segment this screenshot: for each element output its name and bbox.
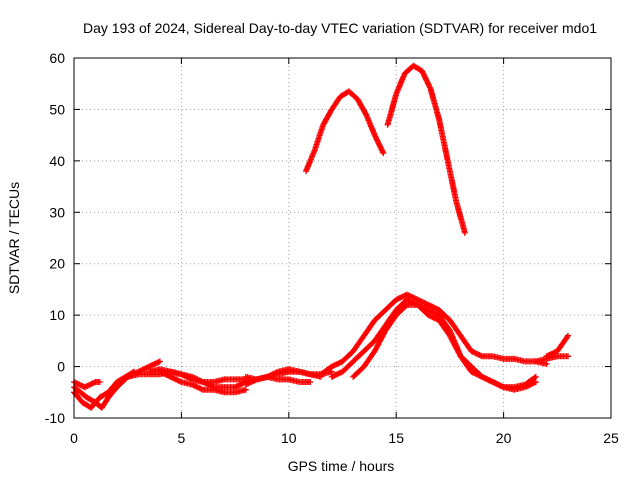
series-track-12	[532, 353, 571, 365]
data-point	[417, 303, 424, 310]
x-tick-label: 25	[603, 430, 619, 446]
x-tick-label: 5	[178, 430, 186, 446]
data-point	[405, 292, 412, 299]
y-axis-label: SDTVAR / TECUs	[6, 182, 22, 294]
data-point	[477, 373, 484, 380]
y-tick-label: 60	[49, 50, 65, 66]
data-point	[269, 371, 276, 378]
data-point	[380, 150, 387, 157]
y-tick-label: 40	[49, 153, 65, 169]
data-point	[148, 362, 155, 369]
data-point	[242, 386, 249, 393]
data-point	[481, 375, 488, 382]
data-point	[190, 382, 197, 389]
data-point	[421, 299, 428, 306]
data-point	[428, 313, 435, 320]
data-point	[328, 368, 335, 375]
data-point	[412, 295, 418, 302]
data-point	[468, 368, 475, 375]
data-point	[414, 296, 421, 303]
data-point	[547, 351, 554, 358]
axis-ticks: -10 0 10 20 30 40 50 60 0 5 10 15 20 25	[45, 50, 619, 446]
series-arc-2	[384, 62, 468, 236]
data-point	[550, 350, 557, 357]
y-tick-label: 30	[49, 204, 65, 220]
data-point	[237, 381, 244, 388]
plot-frame	[73, 57, 612, 419]
data-point	[564, 334, 571, 340]
data-point	[234, 382, 241, 389]
series-track-2	[71, 368, 138, 411]
data-series	[71, 62, 571, 411]
data-point	[461, 229, 468, 236]
data-point	[335, 360, 342, 367]
data-point	[146, 363, 153, 370]
data-point	[468, 348, 475, 355]
data-point	[477, 352, 484, 359]
data-point	[89, 380, 96, 387]
data-point	[430, 304, 437, 311]
data-point	[362, 110, 369, 117]
data-point	[143, 364, 150, 371]
data-point	[424, 301, 431, 308]
data-point	[152, 360, 159, 367]
y-tick-label: -10	[45, 410, 65, 426]
data-point	[428, 303, 435, 310]
x-axis-label: GPS time / hours	[288, 458, 395, 474]
series-track-11	[350, 301, 539, 391]
x-tick-label: 15	[388, 430, 404, 446]
x-tick-label: 10	[281, 430, 297, 446]
series-track-13	[543, 332, 571, 360]
series-track-6	[156, 368, 249, 396]
data-point	[532, 373, 539, 380]
grid-lines	[74, 58, 611, 418]
data-point	[491, 379, 498, 386]
data-point	[197, 385, 204, 392]
data-point	[96, 379, 103, 385]
data-point	[565, 332, 571, 339]
y-tick-label: 50	[49, 101, 65, 117]
data-point	[430, 314, 437, 321]
x-tick-label: 20	[496, 430, 512, 446]
series-track-3	[71, 379, 103, 391]
data-point	[155, 359, 162, 366]
data-point	[475, 371, 482, 378]
data-point	[532, 379, 539, 385]
data-point	[307, 379, 314, 385]
data-point	[496, 382, 503, 389]
y-tick-label: 20	[49, 256, 65, 272]
data-point	[156, 358, 163, 365]
data-point	[565, 353, 571, 360]
y-tick-label: 0	[57, 359, 65, 375]
series-arc-1	[303, 88, 387, 175]
data-point	[471, 349, 478, 356]
y-tick-label: 10	[49, 307, 65, 323]
chart-title: Day 193 of 2024, Sidereal Day-to-day VTE…	[83, 20, 597, 36]
data-point	[484, 376, 491, 383]
data-point	[493, 380, 500, 387]
series-track-8	[242, 373, 314, 385]
data-point	[433, 305, 440, 312]
data-point	[543, 361, 550, 367]
data-point	[531, 374, 538, 381]
x-tick-label: 0	[70, 430, 78, 446]
data-point	[487, 377, 494, 384]
